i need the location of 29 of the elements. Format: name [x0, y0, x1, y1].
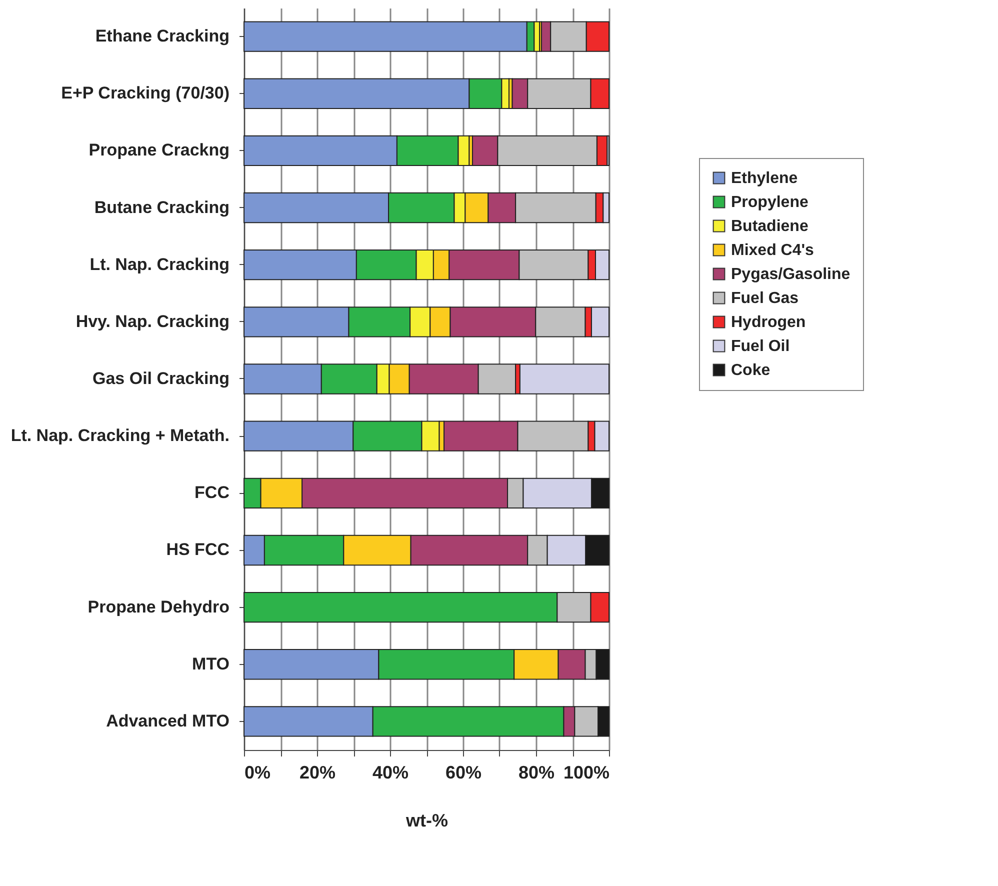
x-tick-label: 40%: [372, 762, 409, 782]
y-tick-label: Propane Dehydro: [88, 597, 230, 616]
y-tick-label: Lt. Nap. Cracking: [90, 254, 230, 274]
y-tick-label: HS FCC: [166, 540, 230, 560]
y-tick-label: E+P Cracking (70/30): [61, 84, 230, 103]
x-tick-label: 100%: [563, 762, 610, 782]
legend-label: Mixed C4's: [731, 242, 814, 259]
y-tick-label: Hvy. Nap. Cracking: [76, 312, 230, 331]
y-tick-label: FCC: [194, 483, 230, 502]
y-tick-label: Lt. Nap. Cracking + Metath.: [10, 426, 230, 446]
x-tick-label: 80%: [518, 762, 555, 782]
legend-label: Fuel Gas: [731, 290, 799, 307]
x-tick-label: 20%: [299, 762, 336, 782]
y-tick-label: Butane Cracking: [94, 198, 230, 217]
legend-label: Fuel Oil: [731, 338, 790, 355]
y-tick-label: Propane Crackng: [88, 140, 230, 160]
x-tick-label: 0%: [244, 762, 271, 782]
legend-label: Pygas/Gasoline: [731, 266, 850, 283]
legend-label: Butadiene: [731, 218, 808, 235]
y-tick-label: Advanced MTO: [106, 711, 230, 730]
legend-label: Propylene: [731, 194, 808, 211]
legend-label: Ethylene: [731, 170, 798, 187]
y-tick-label: Gas Oil Cracking: [92, 369, 230, 388]
y-tick-label: Ethane Cracking: [95, 26, 230, 46]
x-axis-title: wt-%: [405, 810, 448, 830]
y-tick-label: MTO: [192, 654, 230, 674]
legend-label: Hydrogen: [731, 314, 806, 331]
legend-label: Coke: [731, 362, 770, 379]
x-tick-label: 60%: [445, 762, 482, 782]
